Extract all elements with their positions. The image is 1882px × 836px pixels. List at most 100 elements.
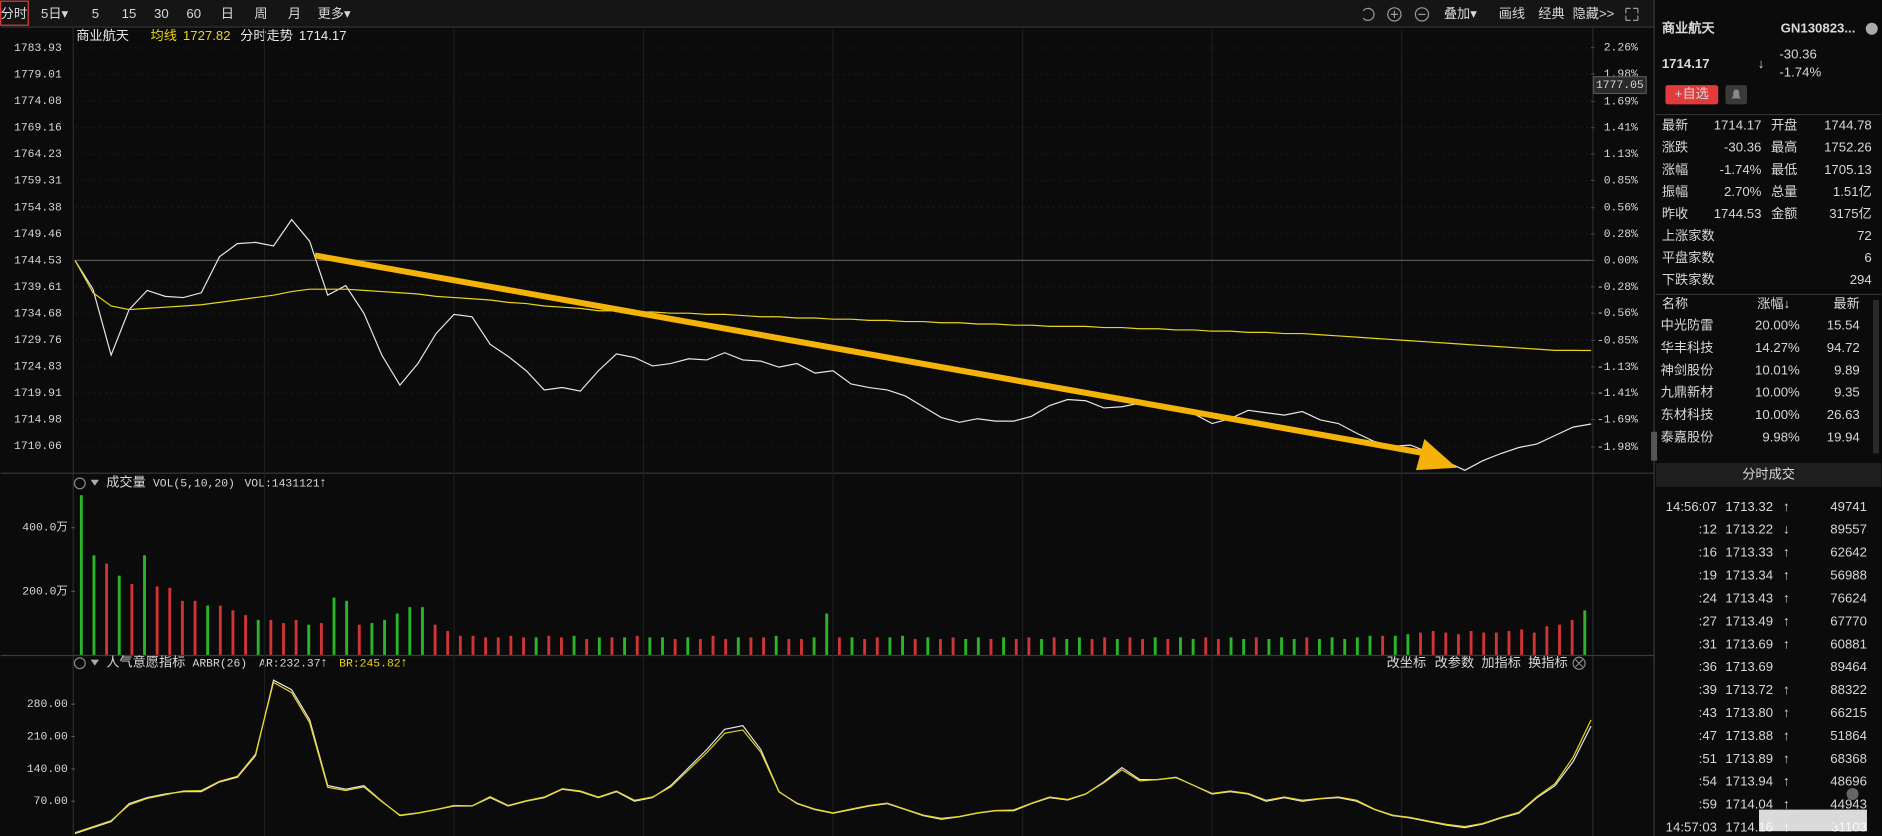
volume-bar	[1027, 637, 1031, 655]
tab[interactable]: 30	[154, 6, 169, 21]
field-label: 振幅	[1662, 184, 1688, 199]
volume-bar	[1040, 638, 1043, 655]
toolbar-icons[interactable]	[1362, 7, 1639, 22]
indicator-button[interactable]: 换指标	[1528, 655, 1568, 670]
volume-params: VOL(5,10,20)	[153, 478, 235, 490]
y2-tick-label: 1.41%	[1604, 123, 1638, 135]
tick-volume: 51864	[1830, 728, 1867, 743]
volume-bar	[471, 635, 475, 655]
y-tick-label: 1729.76	[14, 335, 62, 347]
indicator-button[interactable]: 改坐标	[1387, 655, 1427, 670]
volume-bar	[648, 637, 652, 655]
ar-value: 232.37	[280, 658, 321, 670]
tab[interactable]: 分时	[1, 6, 27, 21]
bell-icon	[1731, 89, 1742, 99]
zoom-in-icon[interactable]	[1387, 7, 1402, 22]
undo-icon[interactable]	[1362, 7, 1375, 21]
tab[interactable]: 更多▾	[318, 5, 351, 21]
volume-bar	[1254, 637, 1258, 655]
indicator-button[interactable]: 加指标	[1481, 655, 1521, 670]
volume-bar	[143, 555, 146, 655]
indicator-title: 人气意愿指标	[106, 654, 185, 670]
volume-bar	[1444, 632, 1448, 655]
list-scrollbar	[1872, 299, 1879, 454]
list-header: 涨幅↓	[1757, 296, 1790, 311]
y2-tick-label: -1.41%	[1597, 388, 1638, 400]
help-icon[interactable]	[73, 477, 86, 490]
tick-dir: ↑	[1783, 613, 1790, 628]
volume-bar	[1305, 637, 1309, 655]
list-cell[interactable]: 九鼎新材	[1661, 385, 1714, 400]
close-icon[interactable]	[1572, 656, 1586, 670]
tab[interactable]: 60	[186, 6, 201, 21]
watch-button-label[interactable]: +自选	[1675, 86, 1709, 101]
list-cell[interactable]: 神剑股份	[1661, 362, 1714, 377]
field-value: -30.36	[1724, 140, 1761, 155]
list-cell[interactable]: 中光防雷	[1661, 318, 1714, 333]
volume-bar	[724, 638, 728, 655]
toolbar-button[interactable]: 叠加▾	[1444, 6, 1477, 21]
field-label: 最低	[1771, 162, 1797, 177]
toolbar-button[interactable]: 经典	[1538, 6, 1564, 21]
tick-volume: 88322	[1830, 682, 1867, 697]
fullscreen-icon[interactable]	[1625, 7, 1639, 21]
volume-bar	[193, 600, 197, 655]
tick-time: :59	[1699, 797, 1717, 812]
tab[interactable]: 5日▾	[41, 6, 69, 21]
info-icon[interactable]	[1865, 22, 1878, 35]
volume-bar	[509, 635, 513, 655]
y2-tick-label: -1.98%	[1597, 442, 1638, 454]
volume-bar	[218, 605, 222, 655]
toolbar-button[interactable]: 隐藏>>	[1573, 6, 1615, 21]
volume-bar	[976, 637, 980, 655]
volume-bar	[168, 587, 172, 655]
toolbar-button[interactable]: 画线	[1499, 6, 1525, 21]
tick-time: :51	[1699, 751, 1717, 766]
volume-bar	[800, 638, 803, 655]
tick-time: :27	[1699, 613, 1717, 628]
list-cell[interactable]: 东材科技	[1661, 407, 1714, 422]
list-header: 名称	[1662, 296, 1688, 311]
list-cell[interactable]: 泰嘉股份	[1661, 429, 1714, 444]
list-cell[interactable]: 华丰科技	[1661, 340, 1714, 355]
y-tick-label: 1769.16	[14, 123, 62, 135]
tick-time: 14:57:03	[1666, 820, 1717, 835]
field-value: 1744.78	[1824, 117, 1872, 132]
price-line	[74, 218, 1592, 471]
avg-line	[74, 260, 1592, 352]
tab[interactable]: 15	[122, 6, 137, 21]
volume-bar	[825, 613, 829, 655]
cursor-label: 1777.05	[1596, 80, 1644, 92]
list-cell: 26.63	[1827, 407, 1860, 422]
help-icon[interactable]	[73, 657, 86, 670]
collapse-icon[interactable]	[90, 659, 100, 666]
y2-tick-label: -1.13%	[1597, 362, 1638, 374]
y-tick-label: 1759.31	[14, 176, 62, 188]
watermark: 高抛低吸	[1787, 812, 1842, 827]
y-tick-label: 1744.53	[14, 255, 62, 267]
tick-dir: ↑	[1783, 751, 1790, 766]
volume-bar	[610, 637, 614, 655]
list-cell: 10.00%	[1755, 407, 1800, 422]
tab[interactable]: 月	[288, 6, 301, 21]
tick-volume: 44943	[1830, 797, 1867, 812]
divider-handle[interactable]	[1651, 431, 1658, 461]
tab[interactable]: 日	[221, 6, 234, 21]
zoom-out-icon[interactable]	[1414, 7, 1430, 22]
volume-bar	[597, 637, 601, 655]
tab[interactable]: 5	[92, 6, 99, 21]
br-key: BR:	[339, 658, 359, 670]
volume-bar	[92, 555, 96, 655]
indicator-button[interactable]: 改参数	[1435, 654, 1475, 670]
volume-bar	[1545, 626, 1549, 655]
tick-time: :47	[1699, 728, 1717, 743]
volume-bar	[1153, 637, 1157, 655]
watch-button[interactable]	[1665, 85, 1719, 105]
volume-bar	[863, 638, 867, 655]
y2-tick-label: -0.85%	[1597, 335, 1638, 347]
volume-bar	[408, 607, 412, 655]
active-tab-bg	[0, 0, 29, 26]
volume-bar	[294, 619, 298, 655]
tab[interactable]: 周	[254, 6, 267, 21]
collapse-icon[interactable]	[90, 479, 100, 486]
